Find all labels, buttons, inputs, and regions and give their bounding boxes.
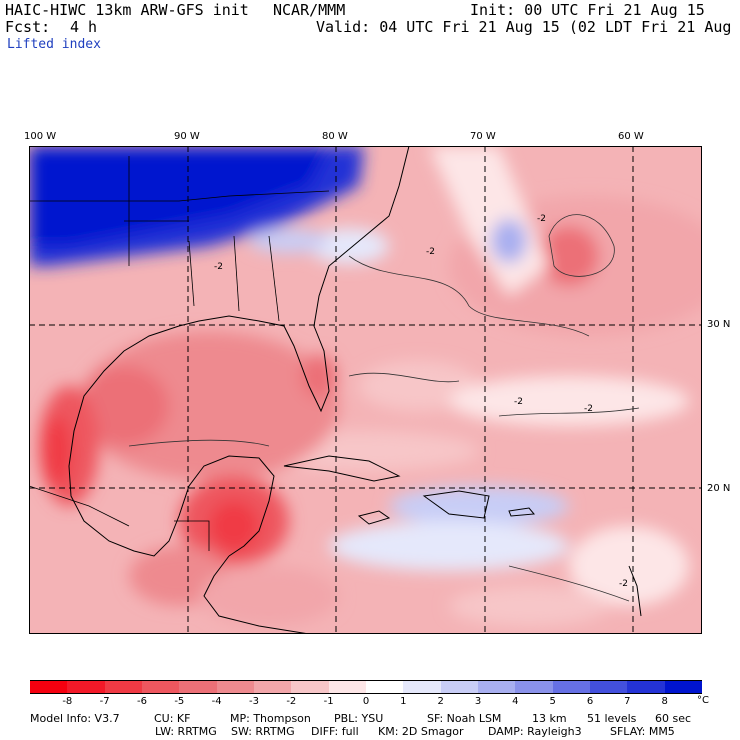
surface-scheme: SF: Noah LSM <box>427 712 502 725</box>
colorbar-tick-label: 8 <box>661 696 668 707</box>
pbl-scheme: PBL: YSU <box>334 712 384 725</box>
colorbar-tick-label: 0 <box>362 696 370 707</box>
contour-label: -2 <box>214 262 223 272</box>
cumulus-scheme: CU: KF <box>154 712 191 725</box>
map-frame <box>29 146 702 634</box>
colorbar-tick-label: -7 <box>99 696 110 707</box>
field-name: Lifted index <box>7 37 101 52</box>
contour-label: -2 <box>537 214 546 224</box>
colorbar-tick-label: 1 <box>400 696 407 707</box>
org-label: NCAR/MMM <box>273 1 346 19</box>
state-borders <box>29 156 330 551</box>
colorbar-tick-label: -5 <box>174 696 185 707</box>
colorbar-tick-label: 2 <box>437 696 444 707</box>
surface-layer-option: SFLAY: MM5 <box>610 725 675 738</box>
colorbar-tick-label: -8 <box>62 696 73 707</box>
contour-label: -2 <box>426 247 435 257</box>
colorbar-tick-label: -3 <box>249 696 259 707</box>
lifted-index-map: -2 -2 -2 -2 -2 -2 <box>29 146 702 634</box>
forecast-hour: 4 h <box>70 18 98 36</box>
colorbar-swatch <box>366 680 404 694</box>
contour-label: -2 <box>619 579 628 589</box>
km-option: KM: 2D Smagor <box>378 725 464 738</box>
colorbar-swatch <box>179 680 218 694</box>
colorbar-swatch <box>328 680 367 694</box>
colorbar-tick-label: 3 <box>474 696 482 707</box>
colorbar-swatch <box>254 680 292 694</box>
vertical-levels: 51 levels <box>587 712 637 725</box>
microphysics-scheme: MP: Thompson <box>230 712 311 725</box>
model-title: HAIC-HIWC 13km ARW-GFS init <box>5 1 249 19</box>
colorbar-swatch <box>291 680 330 694</box>
time-step: 60 sec <box>655 712 692 725</box>
longwave-scheme: LW: RRTMG <box>155 725 217 738</box>
grid-spacing: 13 km <box>532 712 567 725</box>
lon-label-70w: 70 W <box>470 131 496 142</box>
colorbar-swatch <box>30 680 68 694</box>
lat-label-20n: 20 N <box>707 483 731 494</box>
colorbar-swatch <box>142 680 180 694</box>
lon-label-80w: 80 W <box>322 131 348 142</box>
valid-time: Valid: 04 UTC Fri 21 Aug 15 (02 LDT Fri … <box>316 18 740 36</box>
colorbar-tick-label: 5 <box>549 696 556 707</box>
contours <box>128 214 640 602</box>
colorbar-swatch <box>515 680 554 694</box>
contour-label-group: -2 -2 -2 -2 -2 -2 <box>214 214 628 589</box>
colorbar-swatch <box>627 680 666 694</box>
colorbar-swatch <box>552 680 591 694</box>
colorbar-tick-label: -6 <box>137 696 147 707</box>
lat-label-30n: 30 N <box>707 319 731 330</box>
colorbar-swatch <box>403 680 442 694</box>
shortwave-scheme: SW: RRTMG <box>231 725 295 738</box>
colorbar-unit: °C <box>697 695 709 706</box>
colorbar-swatch <box>478 680 516 694</box>
colorbar-tick-label: 4 <box>512 696 519 707</box>
diffusion-option: DIFF: full <box>311 725 359 738</box>
damping-option: DAMP: Rayleigh3 <box>488 725 582 738</box>
colorbar-tick-label: 6 <box>586 696 594 707</box>
colorbar-swatch <box>664 680 703 694</box>
colorbar-swatch <box>216 680 255 694</box>
contour-label: -2 <box>514 397 523 407</box>
contour-label: -2 <box>584 404 593 414</box>
lon-label-100w: 100 W <box>24 131 57 142</box>
lon-label-90w: 90 W <box>174 131 200 142</box>
colorbar-swatch <box>440 680 479 694</box>
field-shading <box>29 146 702 634</box>
colorbar-swatch <box>67 680 106 694</box>
coastlines <box>68 146 642 634</box>
colorbar-tick-label: -2 <box>286 696 297 707</box>
model-version: Model Info: V3.7 <box>30 712 120 725</box>
colorbar-tick-label: 7 <box>624 696 631 707</box>
forecast-label: Fcst: <box>5 18 51 36</box>
colorbar-tick-label: -4 <box>211 696 222 707</box>
graticule <box>29 146 702 634</box>
lon-label-60w: 60 W <box>618 131 644 142</box>
colorbar-swatch <box>590 680 628 694</box>
colorbar-swatch <box>104 680 143 694</box>
init-time: Init: 00 UTC Fri 21 Aug 15 <box>470 1 705 19</box>
colorbar-tick-label: -1 <box>323 696 334 707</box>
